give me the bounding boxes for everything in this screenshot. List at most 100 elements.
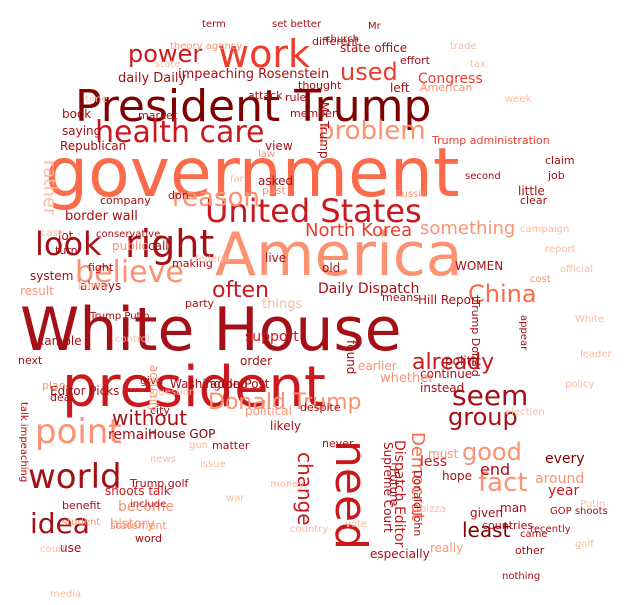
word-give: give — [140, 374, 164, 387]
word-thought: thought — [298, 79, 342, 92]
word-live: live — [265, 251, 287, 265]
word-congress: Congress — [418, 71, 483, 87]
word-house-gop: House GOP — [148, 427, 216, 441]
word-student: student — [62, 517, 101, 528]
word-market: market — [138, 109, 178, 122]
word-trump-administration: Trump administration — [432, 134, 550, 147]
word-week: week — [505, 94, 532, 105]
word-fight: fight — [88, 261, 114, 274]
word-putin: Putin — [580, 499, 606, 510]
word-benefit: benefit — [62, 499, 101, 512]
word-especially: especially — [370, 547, 430, 561]
word-earlier: earlier — [358, 359, 397, 373]
word-different: different — [312, 35, 359, 48]
word-result: result — [20, 284, 54, 298]
word-daily-daily: daily Daily — [118, 71, 187, 86]
word-gun: gun — [189, 440, 209, 451]
word-remain: remain — [108, 427, 158, 443]
word-things: things — [262, 297, 303, 312]
word-church: church — [325, 34, 359, 45]
word-family: family — [78, 281, 109, 292]
word-found: found — [344, 340, 358, 375]
word-cost: cost — [530, 274, 551, 285]
word-system: system — [30, 269, 74, 283]
word-hope: hope — [442, 469, 472, 483]
word-less: less — [420, 454, 448, 470]
word-daily-dispatch: Daily Dispatch — [318, 281, 420, 297]
word-america: America — [215, 220, 463, 290]
word-need: need — [325, 440, 376, 550]
word-set-better: set better — [272, 19, 322, 30]
word-dispatch-editor: Dispatch Editor — [391, 440, 407, 548]
word-good: good — [462, 438, 522, 466]
word-talk-impeaching: talk impeaching — [18, 402, 29, 483]
word-old: old — [322, 261, 341, 275]
word-right: right — [125, 222, 215, 266]
word-added: added — [210, 377, 248, 391]
word-without: without — [112, 406, 188, 430]
word-government: government — [45, 134, 460, 213]
word-book: book — [62, 107, 92, 121]
word-tax: tax — [470, 59, 486, 70]
word-republican: Republican — [60, 139, 127, 153]
word-turn: turn — [55, 244, 78, 257]
word-little: little — [518, 184, 545, 198]
word-white: White — [575, 314, 605, 325]
word-order: order — [240, 354, 272, 368]
word-election: election — [505, 407, 545, 418]
word-matter: matter — [212, 439, 250, 452]
word-man: man — [500, 501, 527, 515]
word-american: American — [420, 81, 473, 94]
word-second: second — [465, 171, 501, 182]
word-likely: likely — [270, 419, 302, 433]
word-leader: leader — [580, 349, 612, 360]
word-seem: seem — [452, 379, 529, 412]
word-trump-donald: Trump Donald — [469, 300, 482, 377]
word-gop-shoots: GOP shoots — [550, 506, 608, 517]
word-politic: politic — [445, 354, 482, 368]
word-countries: countries — [482, 519, 534, 532]
word-continue: continue — [420, 367, 473, 381]
word-state: state — [155, 59, 181, 70]
word-always: always — [80, 279, 122, 293]
word-example: example — [30, 334, 82, 348]
word-don: don — [168, 189, 189, 202]
word-north-korea: North Korea — [305, 220, 413, 241]
word-country: country — [290, 524, 329, 535]
word-claim: claim — [545, 154, 575, 167]
word-future: Future — [387, 468, 401, 507]
word-state-office: state office — [340, 41, 408, 55]
word-around: around — [535, 471, 585, 487]
word-instead: instead — [420, 381, 465, 395]
word-law: law — [258, 149, 276, 160]
word-never: never — [322, 437, 354, 450]
word-conservative: conservative — [96, 229, 161, 240]
word-democrat: Democrat — [407, 432, 428, 521]
word-plan: plan — [42, 379, 66, 392]
word-public: public — [112, 239, 149, 253]
word-trade: trade — [450, 41, 477, 52]
word-statement: statement — [110, 519, 167, 532]
word-control: control — [115, 334, 150, 345]
word-policy: policy — [565, 379, 595, 390]
word-impeaching-rosenstein: impeaching Rosenstein — [178, 67, 330, 82]
word-look: look — [35, 225, 102, 263]
word-end: end — [480, 460, 511, 479]
word-health-care: health care — [95, 115, 265, 150]
word-despite: despite — [300, 401, 341, 414]
word-effort: effort — [400, 54, 430, 67]
word-vote: vote — [345, 519, 368, 530]
word-must: must — [428, 447, 459, 461]
word-recently: recently — [530, 524, 571, 535]
word-white-house: White House — [20, 295, 402, 365]
word-attack: attack — [248, 89, 283, 102]
word-use: use — [60, 541, 82, 555]
word-city: city — [150, 404, 170, 417]
word-term: term — [202, 19, 226, 30]
word-far: far — [230, 174, 244, 185]
word-rather: rather — [39, 160, 60, 216]
word-means: means — [382, 291, 419, 304]
word-member: member — [290, 107, 337, 120]
word-left: left — [390, 81, 410, 95]
